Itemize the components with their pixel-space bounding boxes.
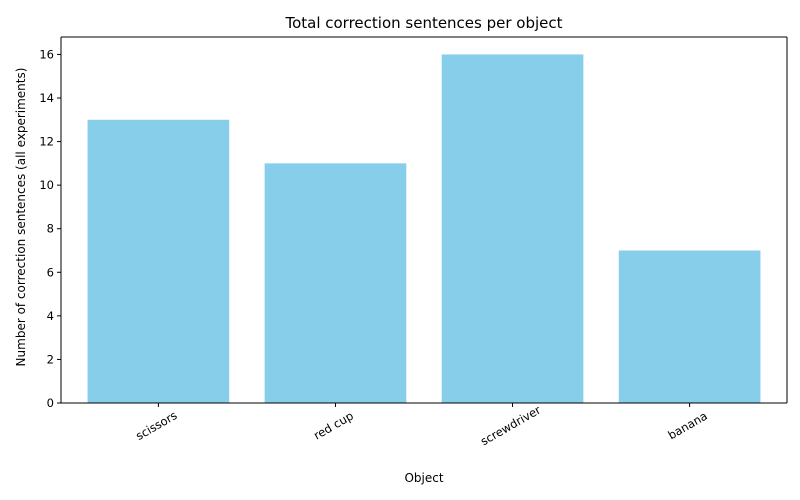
y-tick-label: 12	[39, 135, 54, 149]
y-tick-label: 4	[47, 309, 54, 323]
x-tick-label: screwdriver	[478, 403, 543, 449]
x-tick-label: red cup	[311, 409, 356, 443]
y-tick-label: 6	[47, 265, 54, 279]
bar-screwdriver	[441, 54, 584, 404]
plot-area: 0 2 4 6 8 10 12 14 16 scissors red cup screwdriver b…	[39, 36, 788, 449]
y-tick-label: 10	[39, 178, 54, 192]
y-axis-label: Number of correction sentences (all expe…	[14, 68, 28, 367]
y-tick-label: 2	[47, 352, 54, 366]
y-tick-label: 14	[39, 91, 54, 105]
bar-banana	[618, 250, 761, 403]
bar-scissors	[87, 119, 230, 403]
x-tick-label: banana	[665, 409, 709, 443]
y-tick-label: 16	[39, 47, 54, 61]
bar-red-cup	[264, 163, 407, 403]
y-tick-label: 8	[47, 222, 54, 236]
x-axis-label: Object	[404, 471, 443, 485]
y-tick-label: 0	[47, 396, 54, 410]
chart-title: Total correction sentences per object	[284, 14, 562, 32]
x-tick-label: scissors	[133, 408, 179, 443]
